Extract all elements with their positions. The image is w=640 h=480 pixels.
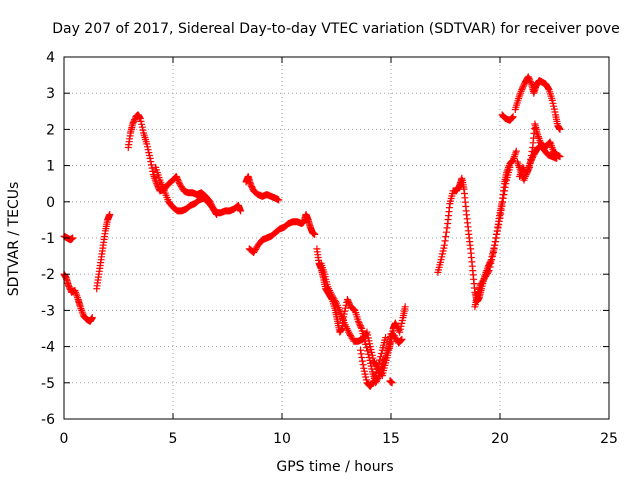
y-tick-label: 4	[46, 50, 55, 66]
chart-title: Day 207 of 2017, Sidereal Day-to-day VTE…	[52, 21, 620, 37]
data-track	[245, 211, 319, 256]
y-tick-label: -3	[41, 303, 55, 319]
data-points	[60, 73, 564, 390]
data-track	[513, 142, 561, 184]
y-axis-title: SDTVAR / TECUs	[6, 182, 22, 297]
data-track	[511, 73, 564, 133]
data-track	[471, 163, 514, 311]
x-tick-label: 5	[169, 431, 178, 447]
axis-ticks	[63, 56, 610, 420]
y-tick-label: 0	[46, 195, 55, 211]
data-track	[93, 211, 114, 293]
y-tick-label: 3	[46, 86, 55, 102]
x-axis-title: GPS time / hours	[276, 459, 393, 475]
data-track	[317, 259, 409, 380]
x-tick-label: 10	[273, 431, 291, 447]
data-track	[386, 377, 396, 387]
x-tick-labels: 0 5 10 15 20 25	[60, 431, 618, 447]
y-tick-label: -6	[41, 412, 55, 428]
x-tick-label: 20	[491, 431, 509, 447]
y-tick-label: -2	[41, 267, 55, 283]
y-tick-label: -5	[41, 376, 55, 392]
y-tick-labels: -6 -5 -4 -3 -2 -1 0 1 2 3 4	[41, 50, 55, 428]
data-track	[152, 163, 245, 217]
x-tick-label: 15	[382, 431, 400, 447]
data-track	[357, 334, 390, 390]
data-track	[242, 173, 283, 204]
y-tick-label: 2	[46, 122, 55, 138]
y-tick-label: -1	[41, 231, 55, 247]
x-tick-label: 25	[600, 431, 618, 447]
y-tick-label: -4	[41, 340, 55, 356]
y-tick-label: 1	[46, 159, 55, 175]
x-tick-label: 0	[60, 431, 69, 447]
data-track	[498, 111, 517, 124]
